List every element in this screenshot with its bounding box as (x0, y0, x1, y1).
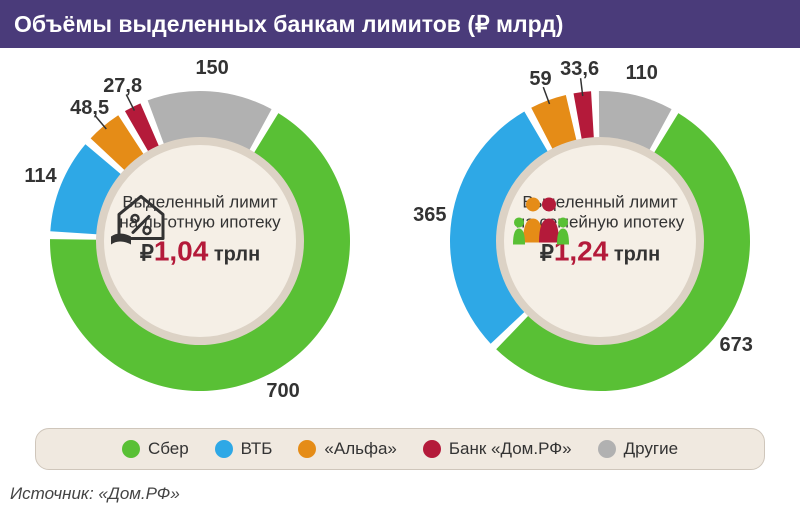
charts-row: 70011448,527,8150Выделенный лимитна льго… (0, 48, 800, 428)
legend-item: Сбер (122, 439, 189, 459)
chart-title: Объёмы выделенных банкам лимитов (₽ млрд… (14, 11, 563, 38)
legend-dot (298, 440, 316, 458)
legend-dot (215, 440, 233, 458)
legend-item: ВТБ (215, 439, 273, 459)
legend-item: Другие (598, 439, 678, 459)
legend-dot (423, 440, 441, 458)
legend-dot (122, 440, 140, 458)
donut-center-disk (500, 141, 700, 341)
legend-label: ВТБ (241, 439, 273, 459)
donut-segment (574, 91, 595, 142)
donut-chart-family: 6733655933,6110Выделенный лимитна семейн… (410, 61, 790, 421)
donut-center-disk (100, 141, 300, 341)
legend-dot (598, 440, 616, 458)
source-text: Источник: «Дом.РФ» (10, 484, 180, 503)
legend-label: Банк «Дом.РФ» (449, 439, 572, 459)
legend-label: Сбер (148, 439, 189, 459)
chart-header: Объёмы выделенных банкам лимитов (₽ млрд… (0, 0, 800, 48)
legend-box: Сбер ВТБ «Альфа» Банк «Дом.РФ» Другие (35, 428, 765, 470)
legend-item: Банк «Дом.РФ» (423, 439, 572, 459)
donut-svg (10, 61, 390, 421)
legend-label: Другие (624, 439, 678, 459)
legend-item: «Альфа» (298, 439, 396, 459)
donut-chart-preferential: 70011448,527,8150Выделенный лимитна льго… (10, 61, 390, 421)
legend-label: «Альфа» (324, 439, 396, 459)
source-caption: Источник: «Дом.РФ» (0, 470, 800, 504)
donut-svg (410, 61, 790, 421)
